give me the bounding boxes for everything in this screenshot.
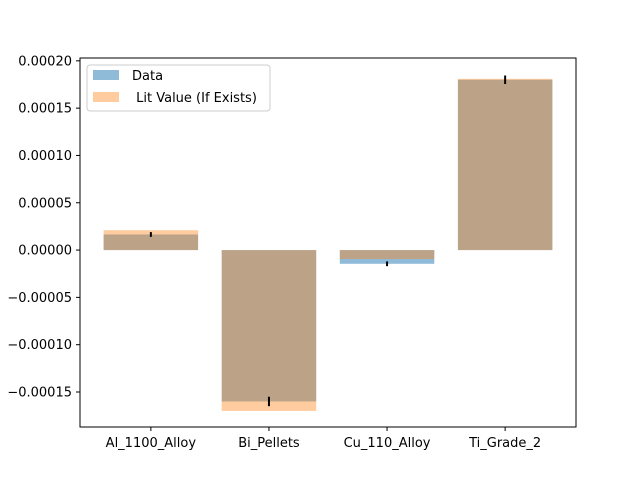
bar-data-bi-pellets xyxy=(221,250,317,402)
x-tick-label: Ti_Grade_2 xyxy=(468,436,541,451)
y-tick-label: 0.00010 xyxy=(18,149,72,164)
legend-swatch-lit-value xyxy=(93,92,119,102)
y-tick-label: 0.00005 xyxy=(18,196,72,211)
x-tick-label: Al_1100_Alloy xyxy=(106,436,197,451)
bar-lit-value-ti-grade-2 xyxy=(457,78,553,251)
bar-lit-value-bi-pellets xyxy=(221,250,317,411)
y-tick-label: −0.00015 xyxy=(7,385,72,400)
y-tick-label: 0.00000 xyxy=(18,244,72,259)
x-axis: Al_1100_Alloy Bi_Pellets Cu_110_Alloy Ti_Gr… xyxy=(106,427,541,451)
bar-lit-value-cu-110-alloy xyxy=(339,250,435,260)
legend-swatch-data xyxy=(93,70,119,80)
x-tick-label: Bi_Pellets xyxy=(238,436,300,451)
bar-data-cu-110-alloy xyxy=(339,250,435,264)
legend: Data Lit Value (If Exists) xyxy=(86,64,271,112)
bar-data-ti-grade-2 xyxy=(457,79,553,251)
bars-layer xyxy=(103,78,553,411)
y-tick-label: 0.00020 xyxy=(18,54,72,69)
errorbars-layer xyxy=(149,75,507,407)
bar-lit-value-al-1100-alloy xyxy=(103,230,199,251)
legend-label-data: Data xyxy=(132,69,163,84)
plot-frame xyxy=(79,57,577,428)
legend-box xyxy=(86,64,271,112)
x-tick-label: Cu_110_Alloy xyxy=(344,436,431,451)
y-tick-label: 0.00015 xyxy=(18,102,72,117)
bar-data-al-1100-alloy xyxy=(103,234,199,251)
y-axis: −0.00015 −0.00010 −0.00005 0.00000 0.00005 0.… xyxy=(7,54,80,400)
y-tick-label: −0.00005 xyxy=(7,291,72,306)
y-tick-label: −0.00010 xyxy=(7,338,72,353)
legend-label-lit-value: Lit Value (If Exists) xyxy=(132,91,257,106)
